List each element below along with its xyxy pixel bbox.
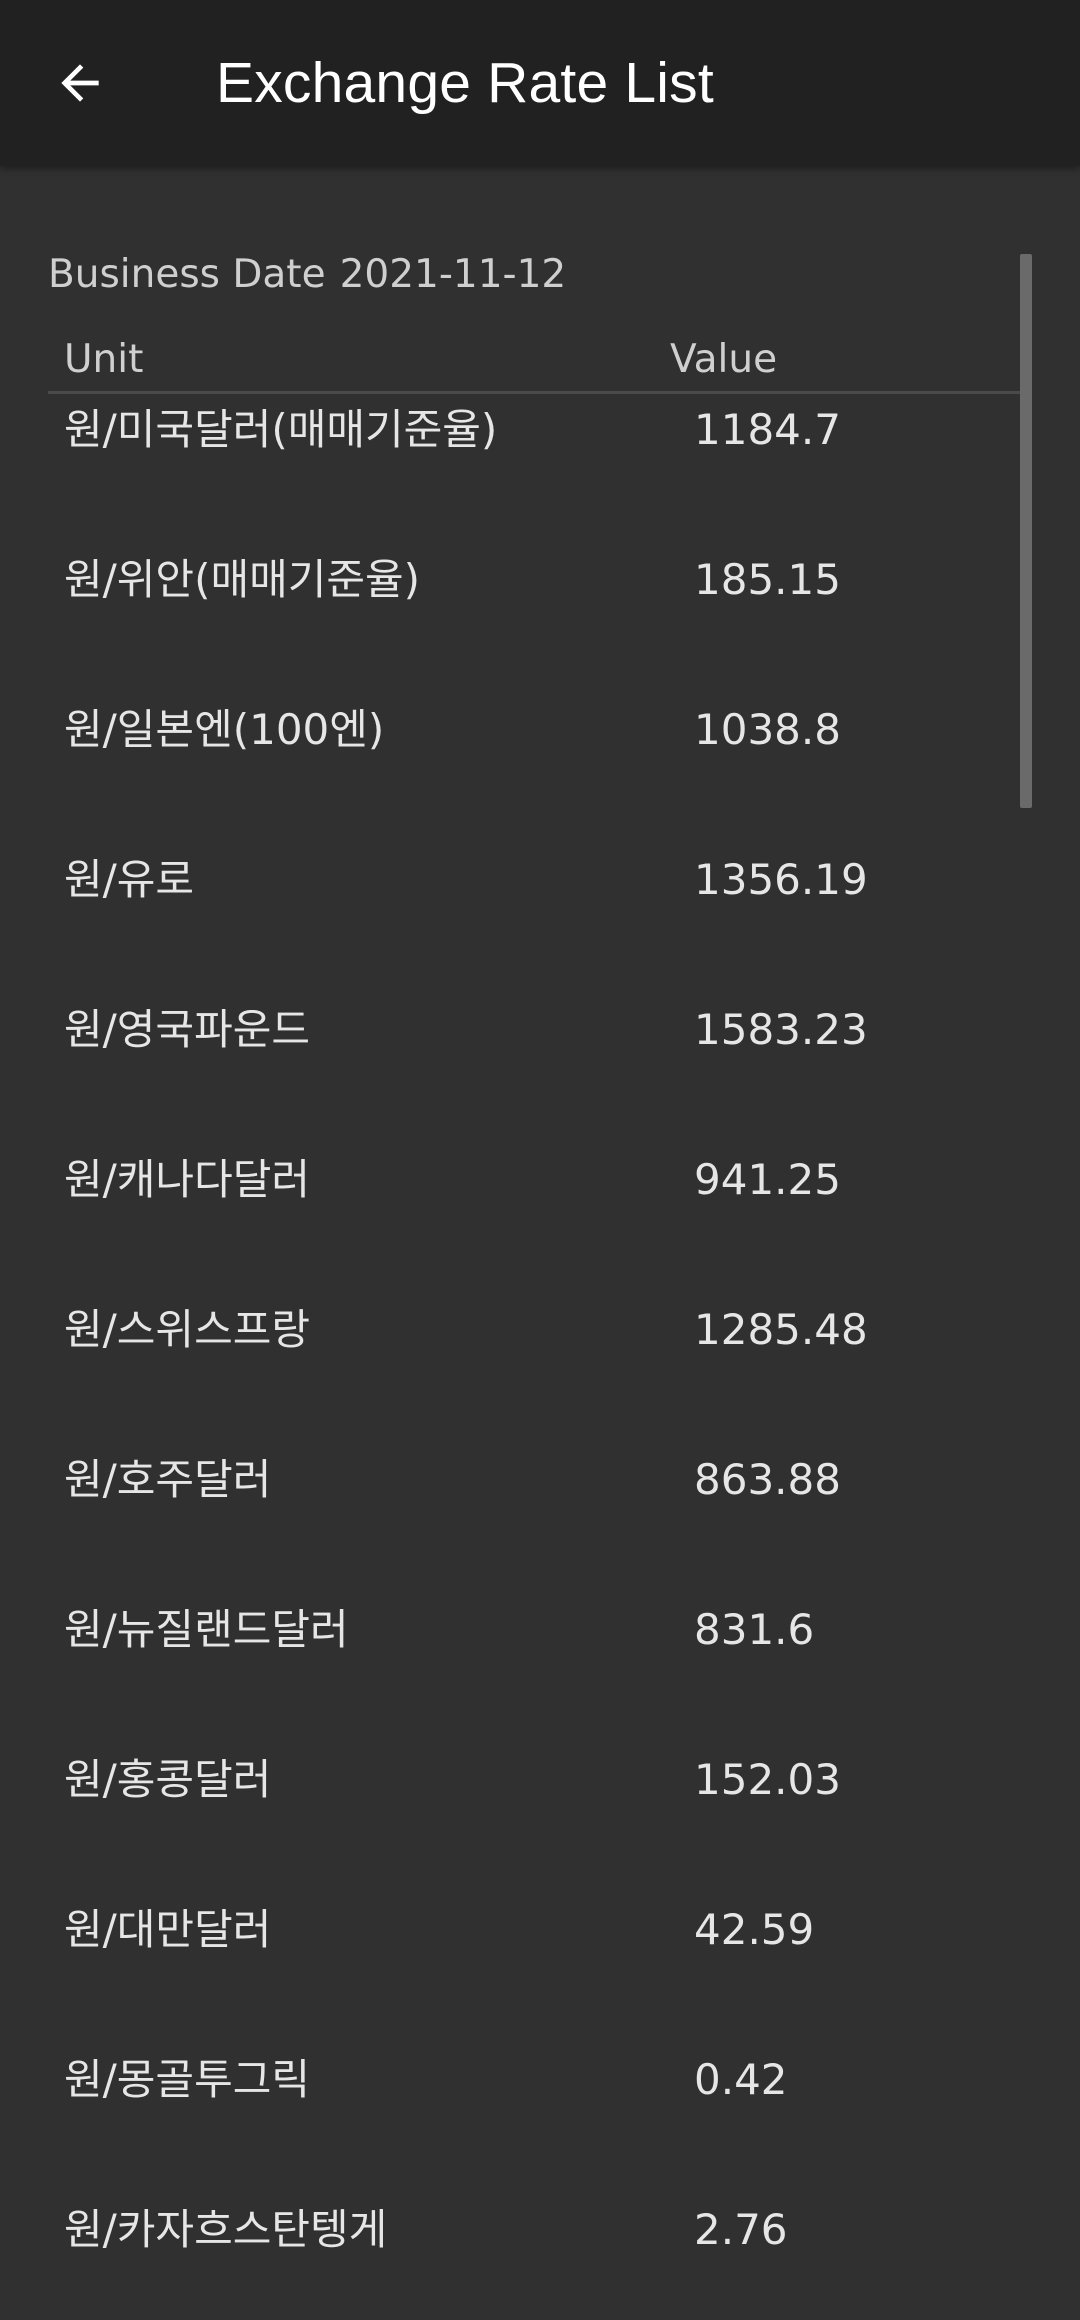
business-date-label: Business Date [48,252,326,297]
rate-unit: 원/몽골투그릭 [64,2055,310,2104]
rate-unit: 원/스위스프랑 [64,1305,310,1354]
rate-unit: 원/미국달러(매매기준율) [64,405,498,454]
exchange-rate-content: Business Date 2021-11-12 Unit Value 원/미국달… [0,166,1080,2320]
rate-value: 941.25 [694,1155,841,1204]
table-row[interactable]: 원/카자흐스탄텡게 2.76 [48,2194,1032,2320]
table-row[interactable]: 원/홍콩달러 152.03 [48,1744,1032,1894]
rate-unit: 원/캐나다달러 [64,1155,310,1204]
rate-unit: 원/뉴질랜드달러 [64,1605,349,1654]
rate-value: 831.6 [694,1605,815,1654]
app-bar: Exchange Rate List [0,0,1080,166]
rate-unit: 원/일본엔(100엔) [64,705,385,754]
rate-list[interactable]: 원/미국달러(매매기준율) 1184.7 원/위안(매매기준율) 185.15 원/일본… [48,394,1032,2320]
table-row[interactable]: 원/스위스프랑 1285.48 [48,1294,1032,1444]
rate-unit: 원/영국파운드 [64,1005,310,1054]
table-row[interactable]: 원/미국달러(매매기준율) 1184.7 [48,394,1032,544]
rate-unit: 원/유로 [64,855,195,904]
table-header: Unit Value [48,336,1032,394]
rate-value: 1356.19 [694,855,868,904]
business-date: Business Date 2021-11-12 [48,251,566,299]
rate-value: 185.15 [694,555,841,604]
rate-value: 1583.23 [694,1005,868,1054]
rate-unit: 원/호주달러 [64,1455,272,1504]
table-row[interactable]: 원/호주달러 863.88 [48,1444,1032,1594]
rate-unit: 원/홍콩달러 [64,1755,272,1804]
rate-value: 152.03 [694,1755,841,1804]
table-row[interactable]: 원/대만달러 42.59 [48,1894,1032,2044]
table-row[interactable]: 원/위안(매매기준율) 185.15 [48,544,1032,694]
rate-value: 1038.8 [694,705,841,754]
table-row[interactable]: 원/뉴질랜드달러 831.6 [48,1594,1032,1744]
rate-value: 1184.7 [694,405,841,454]
business-date-value: 2021-11-12 [339,252,567,297]
rate-unit: 원/카자흐스탄텡게 [64,2205,388,2254]
back-button[interactable] [40,43,120,123]
rate-value: 0.42 [694,2055,788,2104]
rate-unit: 원/위안(매매기준율) [64,555,421,604]
rate-value: 2.76 [694,2205,788,2254]
page-title: Exchange Rate List [216,51,714,115]
rate-unit: 원/대만달러 [64,1905,272,1954]
table-row[interactable]: 원/일본엔(100엔) 1038.8 [48,694,1032,844]
rate-value: 863.88 [694,1455,841,1504]
column-header-value: Value [670,337,778,382]
rate-value: 42.59 [694,1905,815,1954]
column-header-unit: Unit [64,337,144,382]
table-row[interactable]: 원/유로 1356.19 [48,844,1032,994]
arrow-left-icon [52,55,108,111]
table-row[interactable]: 원/영국파운드 1583.23 [48,994,1032,1144]
table-row[interactable]: 원/캐나다달러 941.25 [48,1144,1032,1294]
rate-value: 1285.48 [694,1305,868,1354]
scrollbar-thumb[interactable] [1020,254,1032,808]
table-row[interactable]: 원/몽골투그릭 0.42 [48,2044,1032,2194]
